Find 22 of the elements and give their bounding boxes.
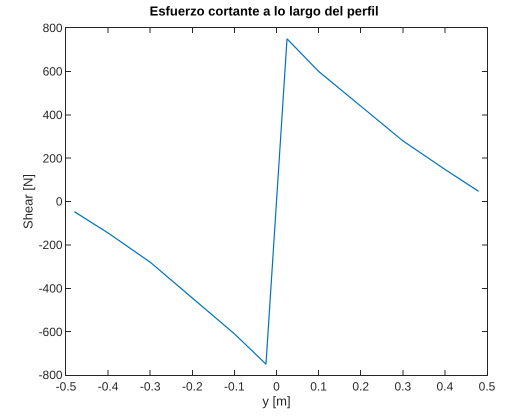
x-tick-label: -0.2 — [182, 379, 203, 394]
x-tick-label: 0.4 — [436, 379, 454, 394]
x-tick-label: -0.4 — [98, 379, 119, 394]
x-tick-label: 0.5 — [478, 379, 496, 394]
y-tick-label: 200 — [42, 151, 63, 166]
x-tick-label: 0.2 — [352, 379, 370, 394]
x-tick-label: -0.3 — [140, 379, 161, 394]
x-tick-label: -0.1 — [224, 379, 246, 394]
chart-title: Esfuerzo cortante a lo largo del perfil — [150, 3, 379, 18]
line-series — [74, 38, 480, 365]
x-axis-title: y [m] — [262, 393, 291, 408]
y-axis-title: Shear [N] — [20, 174, 36, 229]
x-tick-label: 0 — [273, 379, 280, 394]
x-tick-label: 0.1 — [310, 379, 328, 394]
y-tick-label: -600 — [38, 324, 63, 339]
y-tick-label: -200 — [38, 238, 63, 252]
y-tick-label: 800 — [42, 21, 63, 36]
y-tick-label: -400 — [38, 281, 63, 296]
y-tick-label: 0 — [56, 194, 63, 209]
y-tick-label: 400 — [42, 108, 63, 122]
y-tick-label: 600 — [42, 64, 63, 79]
x-tick-label: 0.3 — [394, 379, 412, 394]
